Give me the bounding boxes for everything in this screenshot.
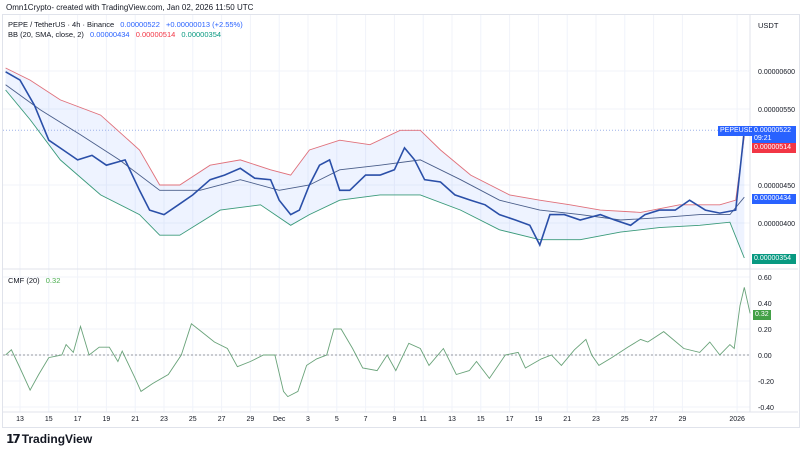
bb-upper-badge: 0.00000514	[752, 143, 796, 153]
countdown: 09:21	[754, 135, 772, 142]
cmf-legend-value: 0.32	[45, 276, 61, 285]
bb-lower-badge: 0.00000354	[752, 254, 796, 264]
cmf-tick-label: 0.00	[758, 353, 772, 360]
x-tick-label: 21	[563, 416, 571, 423]
x-tick-label: 13	[448, 416, 456, 423]
bb-lower-value: 0.00000354	[181, 30, 222, 39]
bb-legend[interactable]: BB (20, SMA, close, 2) 0.00000434 0.0000…	[8, 30, 225, 39]
cmf-badge: 0.32	[753, 310, 771, 320]
price-tick-label: 0.00000600	[758, 69, 795, 76]
price-badge-value: 0.00000522	[754, 127, 791, 134]
x-tick-label: 9	[392, 416, 396, 423]
price-badge: 0.00000522 09:21	[752, 126, 796, 144]
tradingview-logo-text: TradingView	[21, 432, 93, 446]
cmf-tick-label: -0.40	[758, 405, 774, 412]
x-tick-label: 17	[506, 416, 514, 423]
bollinger-band-fill	[5, 68, 745, 258]
tradingview-logo-icon: 𝟭𝟳	[6, 432, 21, 446]
cmf-legend[interactable]: CMF (20) 0.32	[8, 276, 64, 285]
cmf-tick-label: 0.20	[758, 327, 772, 334]
x-tick-label: Dec	[273, 416, 286, 423]
currency-label: USDT	[758, 21, 779, 30]
x-tick-label: 17	[74, 416, 82, 423]
x-tick-label: 19	[103, 416, 111, 423]
x-tick-label: 3	[306, 416, 310, 423]
x-tick-label: 2026	[729, 416, 745, 423]
tradingview-logo[interactable]: 𝟭𝟳 TradingView	[6, 432, 92, 446]
x-tick-label: 13	[16, 416, 24, 423]
x-tick-label: 21	[131, 416, 139, 423]
x-tick-label: 25	[189, 416, 197, 423]
legend-price: 0.00000522	[120, 20, 160, 29]
x-tick-label: 11	[420, 416, 427, 423]
symbol-tag-badge: PEPEUSDT	[718, 126, 760, 136]
cmf-tick-label: -0.20	[758, 379, 774, 386]
bb-upper-line	[5, 67, 745, 213]
x-tick-label: 27	[650, 416, 658, 423]
symbol-legend[interactable]: PEPE / TetherUS · 4h · Binance 0.0000052…	[8, 20, 247, 29]
close-line	[5, 71, 746, 248]
legend-change: +0.00000013 (+2.55%)	[165, 20, 243, 29]
chart-credit: Omn1Crypto- created with TradingView.com…	[6, 3, 254, 12]
x-tick-label: 29	[247, 416, 255, 423]
bb-upper-value: 0.00000514	[135, 30, 176, 39]
x-tick-label: 15	[477, 416, 485, 423]
x-tick-label: 15	[45, 416, 53, 423]
x-tick-label: 29	[679, 416, 687, 423]
cmf-tick-label: 0.60	[758, 275, 772, 282]
symbol-label: PEPE / TetherUS · 4h · Binance	[8, 20, 115, 29]
bb-label: BB (20, SMA, close, 2)	[8, 30, 84, 39]
x-tick-label: 23	[160, 416, 168, 423]
x-tick-label: 19	[535, 416, 543, 423]
x-tick-label: 5	[335, 416, 339, 423]
bb-basis-value: 0.00000434	[89, 30, 130, 39]
cmf-tick-label: 0.40	[758, 301, 772, 308]
price-tick-label: 0.00000450	[758, 183, 795, 190]
price-tick-label: 0.00000550	[758, 107, 795, 114]
x-tick-label: 25	[621, 416, 629, 423]
x-tick-label: 23	[592, 416, 600, 423]
cmf-line	[5, 287, 751, 398]
price-tick-label: 0.00000400	[758, 221, 795, 228]
cmf-label: CMF (20)	[8, 276, 40, 285]
bb-basis-badge: 0.00000434	[752, 194, 796, 204]
bb-basis-line	[5, 84, 745, 221]
x-tick-label: 27	[218, 416, 226, 423]
x-tick-label: 7	[364, 416, 368, 423]
bb-lower-line	[5, 89, 745, 259]
